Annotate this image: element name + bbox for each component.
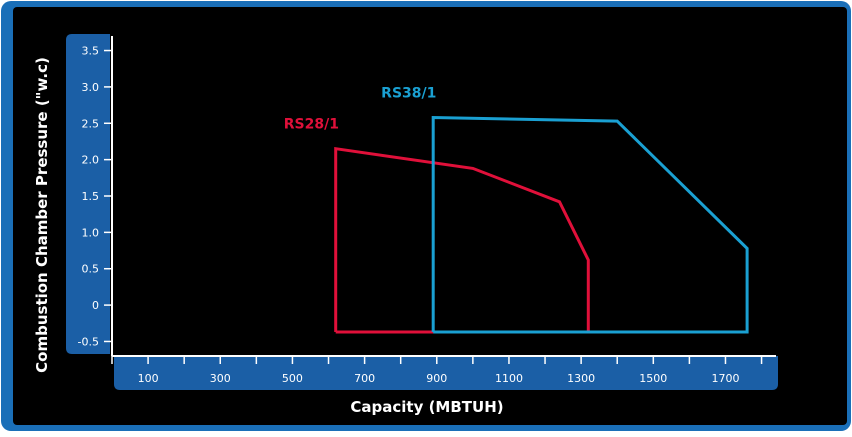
x-tick-label: 1300	[567, 372, 595, 385]
series-layer: RS28/1 RS38/1	[284, 85, 749, 334]
y-tick-label: 3.0	[82, 81, 100, 94]
y-tick-label: 0	[92, 299, 99, 312]
y-tick-label: 2.0	[82, 154, 100, 167]
x-axis-band	[114, 356, 778, 390]
x-tick-label: 100	[138, 372, 159, 385]
y-tick-label: 1.5	[82, 190, 100, 203]
x-tick-label: 300	[210, 372, 231, 385]
y-tick-label: 2.5	[82, 117, 100, 130]
x-ticks: 100 300 500 700 900 1100 1300 1500 1700	[111, 356, 763, 385]
y-tick-label: 3.5	[82, 45, 100, 58]
x-tick-label: 1500	[639, 372, 667, 385]
y-tick-label: -0.5	[78, 335, 99, 348]
y-ticks: -0.5 0 0.5 1.0 1.5 2.0 2.5 3.0 3.5	[78, 45, 112, 348]
x-tick-label: 700	[354, 372, 375, 385]
x-tick-label: 1700	[711, 372, 739, 385]
series-label: RS28/1	[284, 117, 339, 133]
y-tick-label: 1.0	[82, 226, 100, 239]
series-rs38-1-outline	[431, 115, 749, 334]
y-tick-label: 0.5	[82, 263, 100, 276]
x-tick-label: 1100	[495, 372, 523, 385]
series-label: RS38/1	[381, 85, 436, 101]
x-tick-label: 900	[426, 372, 447, 385]
plot-background	[13, 7, 847, 425]
y-axis-band	[66, 34, 110, 354]
x-tick-label: 500	[282, 372, 303, 385]
y-axis-title: Combustion Chamber Pressure ("w.c)	[33, 57, 51, 373]
x-axis-title: Capacity (MBTUH)	[350, 398, 503, 416]
